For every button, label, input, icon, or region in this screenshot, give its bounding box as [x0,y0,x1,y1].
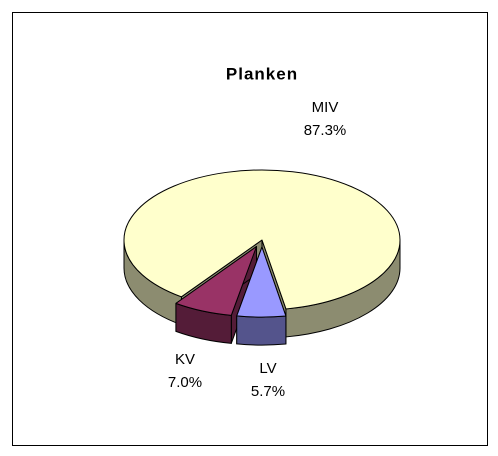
slice-side [236,315,287,346]
slice [175,246,258,316]
slice-label: MIV [312,99,339,116]
slice-value-label: 87.3% [304,122,347,139]
slice-value-label: 5.7% [251,383,285,400]
slice-label: LV [259,360,276,377]
chart-title: Planken [226,64,298,83]
slice [236,246,287,318]
slice [123,169,401,310]
slice-value-label: 7.0% [168,374,202,391]
slice-label: KV [175,351,195,368]
